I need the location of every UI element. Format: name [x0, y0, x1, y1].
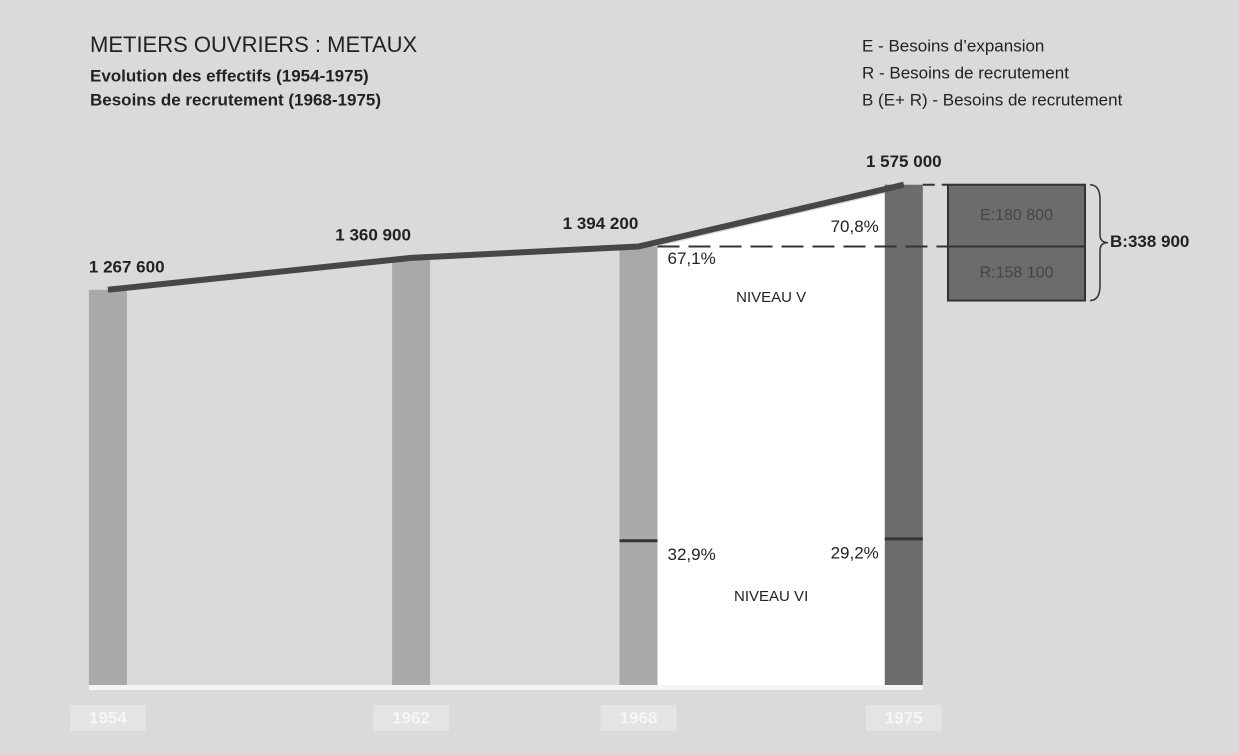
line	[107, 181, 905, 293]
value-label: 1 394 200	[563, 214, 639, 233]
x-tick-label: 1954	[89, 708, 127, 727]
bar	[392, 257, 431, 685]
legend-entry: R - Besoins de recrutement	[862, 63, 1069, 82]
level-name: NIVEAU V	[736, 289, 806, 306]
value-label: 1 360 900	[335, 225, 411, 244]
level-share: 29,2%	[831, 543, 879, 562]
legend-entry: E - Besoins d’expansion	[862, 36, 1044, 55]
need-box	[947, 183, 1086, 248]
total-need: B:338 900	[1110, 232, 1189, 251]
subtitle: Besoins de recrutement (1968-1975)	[90, 90, 381, 109]
chart-title: METIERS OUVRIERS : METAUX	[90, 32, 418, 57]
x-tick-label: 1962	[392, 708, 430, 727]
brace	[1089, 183, 1109, 302]
year-box	[373, 705, 450, 731]
need-box	[947, 245, 1086, 302]
level-share: 32,9%	[668, 545, 716, 564]
subtitle: Evolution des effectifs (1954-1975)	[90, 66, 369, 85]
floor	[88, 685, 923, 690]
level-share: 70,8%	[831, 217, 879, 236]
bar	[884, 184, 923, 685]
bar	[88, 289, 127, 685]
white-zone	[657, 193, 885, 685]
need-label: R:158 100	[980, 265, 1054, 282]
legend-entry: B (E+ R) - Besoins de recrutement	[862, 90, 1123, 109]
x-tick-label: 1975	[885, 708, 923, 727]
level-name: NIVEAU VI	[734, 588, 808, 605]
need-label: E:180 800	[980, 207, 1053, 224]
year-box	[600, 705, 677, 731]
bar	[619, 246, 658, 685]
value-label: 1 575 000	[866, 152, 942, 171]
x-tick-label: 1968	[620, 708, 658, 727]
level-share: 67,1%	[668, 249, 716, 268]
value-label: 1 267 600	[89, 257, 165, 276]
year-box	[69, 705, 146, 731]
year-box	[865, 705, 942, 731]
